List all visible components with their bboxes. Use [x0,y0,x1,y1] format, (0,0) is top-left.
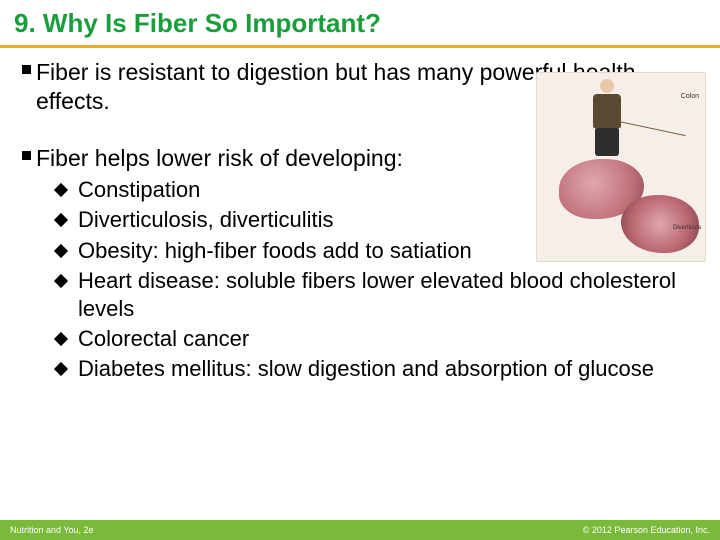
diverticula-shape-icon [621,195,699,253]
diamond-bullet-icon [54,183,68,197]
sub-text: Diverticulosis, diverticulitis [78,207,334,232]
square-bullet-icon [22,65,31,74]
slide-title: 9. Why Is Fiber So Important? [14,8,706,39]
footer-left: Nutrition and You, 2e [10,525,94,535]
diamond-bullet-icon [54,274,68,288]
illus-label-bottom: Diverticula [673,225,701,231]
footer-right: © 2012 Pearson Education, Inc. [583,525,710,535]
diamond-bullet-icon [54,243,68,257]
diamond-bullet-icon [54,332,68,346]
sub-text: Colorectal cancer [78,326,249,351]
footer-bar: Nutrition and You, 2e © 2012 Pearson Edu… [0,520,720,540]
sub-item: Colorectal cancer [56,325,698,353]
sub-item: Heart disease: soluble fibers lower elev… [56,267,698,323]
diamond-bullet-icon [54,213,68,227]
diamond-bullet-icon [54,362,68,376]
callout-line-icon [619,121,686,136]
illus-label-top: Colon [681,93,699,100]
sub-item: Diabetes mellitus: slow digestion and ab… [56,355,698,383]
sub-text: Diabetes mellitus: slow digestion and ab… [78,356,654,381]
square-bullet-icon [22,151,31,160]
sub-text: Constipation [78,177,200,202]
human-figure-icon [591,79,623,157]
sub-text: Obesity: high-fiber foods add to satiati… [78,238,472,263]
sub-text: Heart disease: soluble fibers lower elev… [78,268,676,321]
title-bar: 9. Why Is Fiber So Important? [0,0,720,48]
anatomy-illustration: Colon Diverticula [536,72,706,262]
bullet-text: Fiber helps lower risk of developing: [36,145,403,171]
